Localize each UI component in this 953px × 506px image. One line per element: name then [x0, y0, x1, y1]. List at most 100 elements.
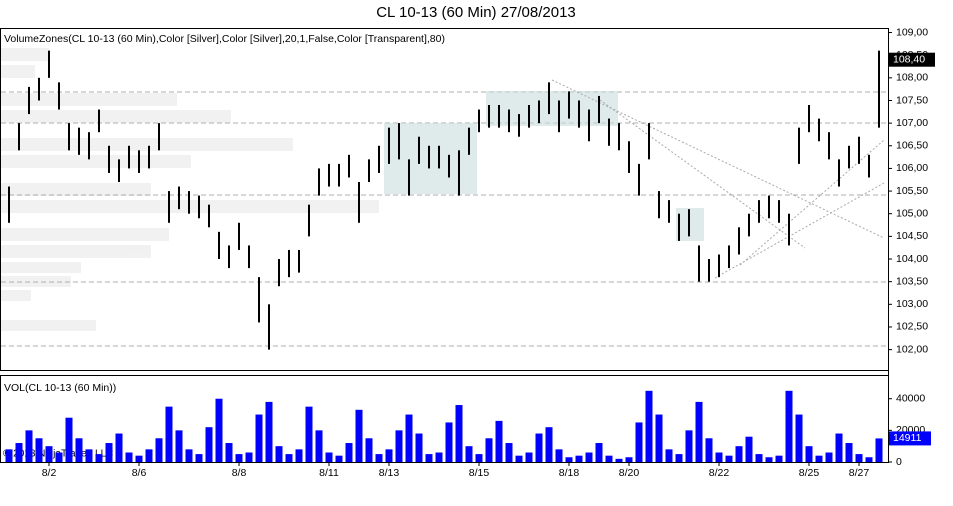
volume-bar: [275, 446, 283, 462]
volume-bar: [85, 449, 93, 462]
volume-bar: [505, 443, 513, 462]
x-tick-label: 8/27: [849, 467, 870, 479]
volume-bar: [515, 455, 523, 462]
volume-bar: [705, 438, 713, 462]
volume-bar: [245, 452, 253, 462]
volume-bar: [455, 405, 463, 462]
last-price-label: 108,40: [893, 53, 925, 65]
volume-bar: [445, 422, 453, 462]
volume-label: VOL(CL 10-13 (60 Min)): [4, 382, 116, 394]
volume-bar: [375, 454, 383, 462]
volume-bar: [225, 443, 233, 462]
volume-bar: [595, 443, 603, 462]
volume-bar: [475, 454, 483, 462]
volume-bar: [395, 430, 403, 462]
range-box: [384, 123, 477, 194]
volume-bar: [265, 401, 273, 462]
volume-bar: [295, 449, 303, 462]
volume-bar: [675, 454, 683, 462]
volume-bar: [25, 430, 33, 462]
volume-bar: [825, 452, 833, 462]
volume-zones: [1, 48, 379, 331]
volume-bar: [15, 443, 23, 462]
volume-bar: [365, 438, 373, 462]
volume-bar: [335, 455, 343, 462]
x-tick-label: 8/25: [799, 467, 820, 479]
x-tick-label: 8/18: [559, 467, 580, 479]
y-tick-label: 40000: [896, 393, 925, 405]
volume-bar: [815, 455, 823, 462]
zone-bar: [1, 93, 177, 106]
volume-bar: [75, 438, 83, 462]
volume-bar: [145, 449, 153, 462]
volume-bar: [235, 454, 243, 462]
volume-bar: [165, 406, 173, 462]
volume-bar: [635, 422, 643, 462]
volume-bar: [465, 446, 473, 462]
y-tick-label: 106,00: [896, 162, 928, 174]
volume-bar: [485, 438, 493, 462]
zone-bar: [1, 245, 151, 258]
volume-bar: [725, 455, 733, 462]
volume-bar: [95, 454, 103, 462]
volume-bar: [535, 433, 543, 462]
volume-bar: [545, 427, 553, 462]
zone-bar: [1, 183, 151, 196]
volume-bar: [45, 446, 53, 462]
x-tick-label: 8/20: [619, 467, 640, 479]
y-tick-label: 109,00: [896, 26, 928, 38]
volume-bar: [105, 443, 113, 462]
y-tick-label: 108,00: [896, 72, 928, 84]
x-tick-label: 8/6: [132, 467, 147, 479]
x-tick-label: 8/22: [709, 467, 730, 479]
last-volume-label: 14911: [893, 432, 922, 444]
volume-bar: [585, 452, 593, 462]
y-tick-label: 107,50: [896, 94, 928, 106]
volume-bar: [655, 414, 663, 462]
volume-bar: [875, 438, 883, 462]
volume-bar: [845, 443, 853, 462]
zone-bar: [1, 138, 293, 151]
y-tick-label: 103,50: [896, 275, 928, 287]
zone-bar: [1, 320, 96, 331]
volume-bar: [195, 454, 203, 462]
volume-bar: [285, 454, 293, 462]
volume-bar: [325, 452, 333, 462]
volume-bar: [775, 455, 783, 462]
y-tick-label: 104,50: [896, 230, 928, 242]
zone-lines: [1, 91, 887, 347]
volume-bar: [415, 433, 423, 462]
volume-bar: [565, 457, 573, 462]
zone-bar: [1, 290, 31, 301]
volume-bar: [605, 455, 613, 462]
x-tick-label: 8/8: [232, 467, 247, 479]
volume-bar: [665, 449, 673, 462]
volume-bar: [315, 430, 323, 462]
y-tick-label: 105,50: [896, 185, 928, 197]
volume-bar: [65, 417, 73, 462]
volume-bar: [175, 430, 183, 462]
volume-bar: [805, 446, 813, 462]
y-tick-label: 107,00: [896, 117, 928, 129]
volume-bar: [615, 458, 623, 462]
zone-bar: [1, 155, 191, 168]
trend-line: [551, 79, 885, 239]
volume-bar: [345, 443, 353, 462]
y-tick-label: 102,00: [896, 343, 928, 355]
indicator-label: VolumeZones(CL 10-13 (60 Min),Color [Sil…: [4, 33, 445, 45]
volume-bar: [865, 457, 873, 462]
volume-bar: [495, 420, 503, 462]
volume-bar: [425, 454, 433, 462]
y-tick-label: 104,00: [896, 253, 928, 265]
volume-bar: [205, 427, 213, 462]
volume-bar: [525, 452, 533, 462]
volume-bar: [625, 457, 633, 462]
y-tick-label: 105,00: [896, 208, 928, 220]
volume-bar: [795, 414, 803, 462]
last-price-box: [889, 52, 935, 67]
volume-bar: [555, 449, 563, 462]
volume-bar: [755, 454, 763, 462]
volume-bar: [405, 414, 413, 462]
zone-bar: [1, 65, 35, 78]
